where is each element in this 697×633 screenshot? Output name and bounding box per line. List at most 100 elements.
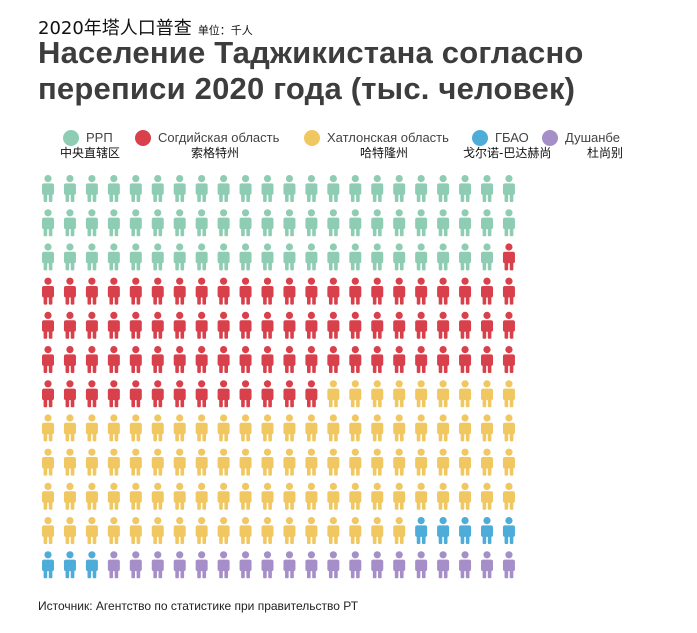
person-icon	[481, 482, 493, 510]
person-icon	[502, 175, 515, 202]
person-icon	[151, 243, 164, 271]
person-icon	[327, 414, 340, 442]
legend-dot-icon	[63, 130, 79, 146]
person-icon	[261, 175, 274, 202]
person-icon	[437, 517, 450, 544]
person-icon	[107, 482, 120, 510]
person-icon	[85, 414, 98, 442]
person-icon	[107, 175, 120, 202]
person-icon	[63, 311, 76, 339]
person-icon	[305, 448, 318, 476]
person-icon	[437, 277, 450, 305]
person-icon	[63, 551, 76, 579]
person-icon	[437, 414, 450, 442]
person-icon	[502, 517, 515, 544]
person-icon	[85, 346, 98, 373]
person-icon	[349, 414, 362, 442]
person-icon	[327, 482, 340, 510]
person-icon	[239, 209, 252, 237]
person-icon	[173, 311, 186, 339]
person-icon	[195, 517, 208, 544]
person-icon	[415, 243, 428, 271]
person-icon	[107, 243, 120, 271]
legend-dot-icon	[304, 130, 320, 146]
person-icon	[305, 346, 318, 373]
person-icon	[481, 346, 493, 373]
person-icon	[195, 380, 208, 408]
person-icon	[261, 311, 274, 339]
person-icon	[481, 551, 493, 579]
person-icon	[349, 380, 362, 408]
person-icon	[371, 414, 384, 442]
person-icon	[393, 551, 406, 579]
person-icon	[195, 311, 208, 339]
person-icon	[217, 277, 230, 305]
person-icon	[481, 311, 493, 339]
person-icon	[85, 311, 98, 339]
person-icon	[217, 175, 230, 202]
person-icon	[261, 209, 274, 237]
person-icon	[42, 482, 54, 510]
person-icon	[305, 551, 318, 579]
person-icon	[239, 448, 252, 476]
person-icon	[437, 551, 450, 579]
person-icon	[502, 380, 515, 408]
person-icon	[261, 346, 274, 373]
person-icon	[393, 448, 406, 476]
person-icon	[393, 175, 406, 202]
person-icon	[85, 243, 98, 271]
person-icon	[195, 243, 208, 271]
person-icon	[151, 209, 164, 237]
person-icon	[349, 448, 362, 476]
legend-label-cn: 哈特隆州	[360, 146, 409, 160]
person-icon	[437, 311, 450, 339]
person-icon	[107, 448, 120, 476]
person-icon	[415, 448, 428, 476]
person-icon	[63, 277, 76, 305]
person-icon	[173, 448, 186, 476]
person-icon	[63, 346, 76, 373]
person-icon	[327, 551, 340, 579]
person-icon	[261, 243, 274, 271]
person-icon	[151, 414, 164, 442]
person-icon	[349, 311, 362, 339]
person-icon	[151, 482, 164, 510]
person-icon	[173, 346, 186, 373]
person-icon	[283, 448, 296, 476]
person-icon	[129, 551, 142, 579]
person-icon	[63, 517, 76, 544]
person-icon	[481, 448, 493, 476]
person-icon	[459, 414, 472, 442]
person-icon	[217, 448, 230, 476]
person-icon	[327, 209, 340, 237]
person-icon	[195, 551, 208, 579]
person-icon	[283, 243, 296, 271]
person-icon	[239, 380, 252, 408]
person-icon	[415, 414, 428, 442]
person-icon	[371, 517, 384, 544]
person-icon	[63, 380, 76, 408]
legend-dot-icon	[472, 130, 488, 146]
person-icon	[459, 209, 472, 237]
person-icon	[393, 414, 406, 442]
person-icon	[283, 175, 296, 202]
person-icon	[85, 209, 98, 237]
person-icon	[371, 243, 384, 271]
person-icon	[239, 414, 252, 442]
person-icon	[107, 209, 120, 237]
person-icon	[437, 175, 450, 202]
person-icon	[217, 482, 230, 510]
person-icon	[283, 482, 296, 510]
person-icon	[415, 551, 428, 579]
person-icon	[349, 517, 362, 544]
person-icon	[151, 346, 164, 373]
person-icon	[481, 175, 493, 202]
person-icon	[261, 517, 274, 544]
person-icon	[261, 482, 274, 510]
person-icon	[151, 277, 164, 305]
person-icon	[107, 346, 120, 373]
person-icon	[437, 448, 450, 476]
person-icon	[261, 551, 274, 579]
chart-title: Население Таджикистана согласно переписи…	[38, 35, 584, 106]
